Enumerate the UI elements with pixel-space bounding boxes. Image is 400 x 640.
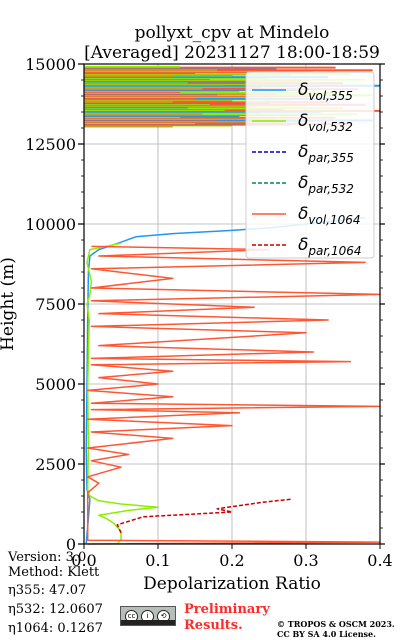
series-line--vol-1064 (86, 245, 381, 545)
legend-label: δpar,355 (298, 142, 354, 165)
credit-line-1: © TROPOS & OSCM 2023. (277, 619, 395, 629)
y-tick-label: 15000 (25, 55, 76, 74)
x-tick-label: 0.0 (71, 551, 96, 570)
legend-box (245, 71, 375, 259)
legend-label: δpar,1064 (298, 235, 362, 258)
tick-layer: 0.0 0.1 0.2 0.3 0.4 0 2500 5000 7500 10000 12500 15… (25, 55, 393, 570)
credit-text: © TROPOS & OSCM 2023. CC BY SA 4.0 Licen… (277, 619, 395, 639)
prelim-line-1: Preliminary (184, 602, 270, 617)
legend-label: δvol,532 (298, 111, 353, 134)
method-text: Method: Klett (8, 565, 100, 580)
credit-line-2: CC BY SA 4.0 License. (277, 629, 376, 639)
version-text: Version: 3.0 (8, 550, 87, 565)
x-tick-label: 0.1 (145, 551, 170, 570)
eta1064-text: η1064: 0.1267 (8, 621, 103, 636)
y-tick-label: 5000 (35, 375, 76, 394)
legend-label: δpar,532 (298, 173, 354, 196)
prelim-line-2: Results. (184, 618, 243, 633)
y-tick-label: 0 (66, 535, 76, 554)
legend-label: δvol,1064 (298, 204, 361, 227)
chart-title: pollyxt_cpv at Mindelo (135, 23, 330, 43)
x-tick-label: 0.3 (293, 551, 318, 570)
eta355-text: η355: 47.07 (8, 583, 87, 598)
y-tick-label: 2500 (35, 455, 76, 474)
preliminary-results-note: Preliminary Results. (184, 602, 270, 634)
x-tick-label: 0.4 (367, 551, 392, 570)
y-tick-label: 12500 (25, 135, 76, 154)
series-line--par-1064 (116, 498, 292, 534)
legend-label: δvol,355 (298, 80, 353, 103)
y-axis-label: Height (m) (0, 257, 18, 351)
x-axis-label: Depolarization Ratio (143, 574, 321, 594)
chart-subtitle: [Averaged] 20231127 18:00-18:59 (84, 43, 380, 63)
cc-by-sa-badge-icon: cc i ⟲ (120, 606, 176, 626)
legend: δvol,355 δvol,532 δpar,355 δpar,532 δvol,106… (245, 71, 375, 259)
y-tick-label: 10000 (25, 215, 76, 234)
eta532-text: η532: 12.0607 (8, 602, 103, 617)
y-tick-label: 7500 (35, 295, 76, 314)
x-tick-label: 0.2 (219, 551, 244, 570)
